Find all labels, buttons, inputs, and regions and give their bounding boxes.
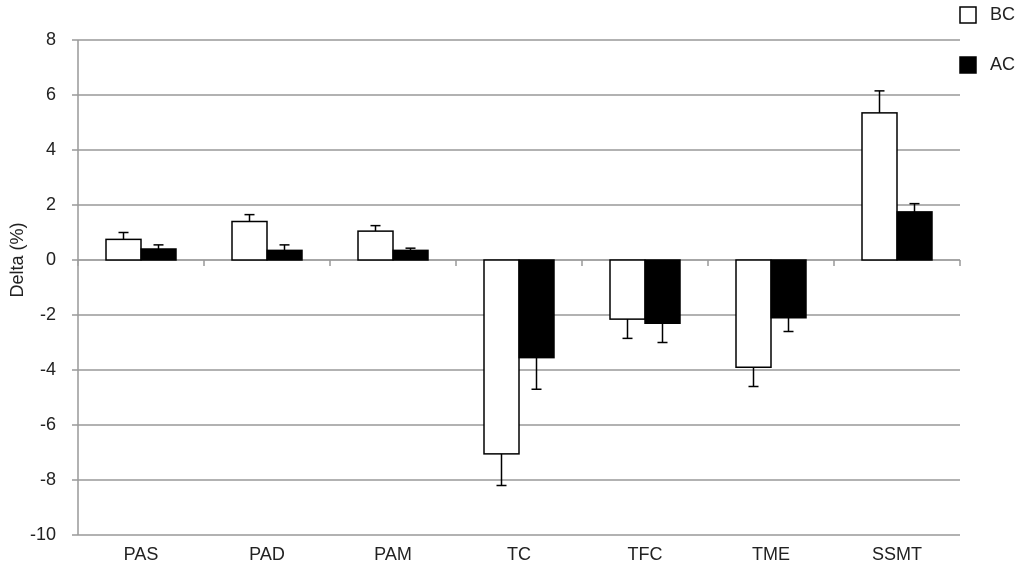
y-tick-label: -6 <box>40 414 56 434</box>
y-tick-label: -10 <box>30 524 56 544</box>
legend-label: AC <box>990 54 1015 74</box>
legend-swatch <box>959 56 977 74</box>
y-tick-label: 8 <box>46 29 56 49</box>
y-tick-label: 2 <box>46 194 56 214</box>
x-tick-label: PAM <box>374 544 412 564</box>
bar <box>266 249 303 261</box>
x-tick-label: PAD <box>249 544 285 564</box>
bar <box>770 259 807 319</box>
bar <box>140 248 177 261</box>
x-tick-label: TC <box>507 544 531 564</box>
bar <box>861 112 898 261</box>
y-tick-label: -2 <box>40 304 56 324</box>
bar <box>644 259 681 324</box>
y-axis-label: Delta (%) <box>7 222 27 297</box>
legend-label: BC <box>990 4 1015 24</box>
x-tick-label: TME <box>752 544 790 564</box>
bar <box>392 249 429 261</box>
y-tick-label: 6 <box>46 84 56 104</box>
y-tick-label: -4 <box>40 359 56 379</box>
bar <box>896 211 933 261</box>
y-tick-label: 0 <box>46 249 56 269</box>
bar <box>609 259 646 320</box>
y-tick-label: 4 <box>46 139 56 159</box>
bar <box>105 238 142 261</box>
bar <box>231 220 268 261</box>
bar <box>357 230 394 261</box>
bar <box>483 259 520 455</box>
bar <box>735 259 772 368</box>
x-tick-label: TFC <box>628 544 663 564</box>
bar <box>518 259 555 359</box>
y-tick-label: -8 <box>40 469 56 489</box>
x-tick-label: SSMT <box>872 544 922 564</box>
x-tick-label: PAS <box>124 544 159 564</box>
legend-swatch <box>959 6 977 24</box>
